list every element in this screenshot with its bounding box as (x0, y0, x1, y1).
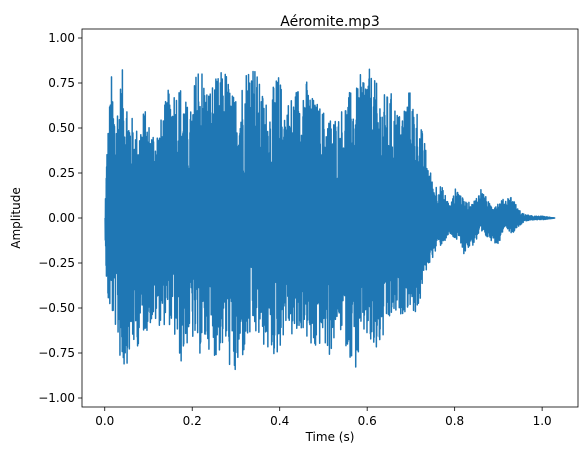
x-tick-label: 0.4 (270, 414, 289, 428)
y-tick-label: −1.00 (38, 391, 75, 405)
y-tick-label: 1.00 (48, 31, 75, 45)
y-tick-label: −0.75 (38, 346, 75, 360)
x-tick-label: 0.6 (358, 414, 377, 428)
x-tick-label: 1.0 (533, 414, 552, 428)
x-axis: 0.0 0.2 0.4 0.6 0.8 1.0 (95, 407, 551, 428)
y-tick-label: −0.50 (38, 301, 75, 315)
x-axis-label: Time (s) (305, 430, 355, 444)
waveform-series-line (105, 69, 556, 369)
y-tick-label: −0.25 (38, 256, 75, 270)
y-axis: −1.00 −0.75 −0.50 −0.25 0.00 0.25 0.50 0.75 1.00 (38, 31, 82, 405)
y-tick-label: 0.25 (48, 166, 75, 180)
chart-title: Aéromite.mp3 (280, 14, 379, 30)
x-tick-label: 0.0 (95, 414, 114, 428)
x-tick-label: 0.2 (183, 414, 202, 428)
y-tick-label: 0.75 (48, 76, 75, 90)
plot-area (105, 69, 556, 369)
x-tick-label: 0.8 (445, 414, 464, 428)
y-tick-label: 0.50 (48, 121, 75, 135)
y-tick-label: 0.00 (48, 211, 75, 225)
y-axis-label: Amplitude (9, 187, 23, 249)
